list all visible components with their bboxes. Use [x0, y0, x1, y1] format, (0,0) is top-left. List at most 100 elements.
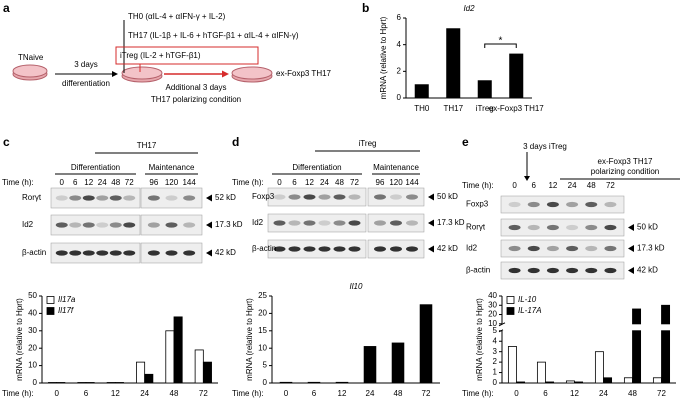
bar [77, 382, 87, 384]
band [96, 195, 109, 201]
band [147, 250, 160, 256]
membrane [500, 239, 625, 258]
band [348, 246, 361, 252]
band [109, 222, 122, 228]
x-tick-label: TH0 [414, 104, 430, 113]
lane-label: 120 [165, 178, 179, 187]
band [406, 194, 418, 200]
y-tick-label: 10 [28, 361, 37, 370]
size-marker [628, 245, 634, 252]
panel-label: b [362, 1, 369, 15]
band [183, 195, 196, 201]
membrane [500, 195, 625, 214]
legend-label: Il17a [58, 295, 76, 304]
bar [603, 377, 613, 384]
membrane [267, 213, 367, 233]
bar [509, 53, 524, 99]
bar [194, 349, 204, 384]
y-tick-label: 30 [28, 326, 37, 335]
y-tick-label: 20 [488, 310, 497, 319]
y-axis-label: mRNA (relative to Hprt) [379, 16, 388, 99]
bar [594, 351, 604, 384]
band [566, 224, 579, 231]
significance-label: * [499, 36, 503, 47]
break-gap [503, 324, 677, 331]
band [147, 195, 160, 201]
size-marker [428, 219, 434, 227]
row-label: β-actin [22, 248, 46, 257]
bar [165, 330, 175, 384]
x-tick-label: 48 [170, 389, 179, 398]
arrow-head [524, 176, 530, 181]
condition: TH0 (αIL-4 + αIFN-γ + IL-2) [128, 12, 226, 21]
y-tick-label: 0 [493, 378, 498, 387]
band [508, 201, 521, 208]
band [82, 250, 95, 256]
band [390, 220, 402, 226]
lane-label: 96 [149, 178, 158, 187]
x-axis-label: Time (h): [2, 389, 34, 398]
band [604, 201, 617, 208]
size-label: 50 kD [437, 192, 458, 201]
band [69, 250, 82, 256]
lane-label: 96 [376, 178, 385, 187]
time-label: Time (h): [232, 178, 264, 187]
bar [48, 382, 58, 384]
y-axis-label: mRNA (relative to Hprt) [475, 298, 484, 381]
row-label: Rorγt [22, 193, 42, 202]
band [604, 245, 617, 252]
y-tick-label: 30 [488, 300, 497, 309]
phase-label: ex-Foxp3 TH17 [598, 157, 654, 166]
lane-label: 12 [548, 181, 557, 190]
band [508, 224, 521, 231]
band [508, 267, 521, 274]
panel-label: d [232, 135, 239, 149]
band [123, 222, 136, 228]
bar [202, 361, 212, 384]
row-label: β-actin [466, 266, 490, 275]
x-tick-label: 6 [312, 389, 317, 398]
condition: iTreg (IL-2 + hTGF-β1) [120, 51, 201, 60]
bar [136, 361, 146, 384]
y-tick-label: 4 [397, 40, 402, 49]
legend-label: IL-17A [518, 306, 542, 315]
band [348, 220, 361, 226]
band [390, 194, 402, 200]
legend-swatch [506, 296, 515, 304]
band [318, 194, 331, 200]
bar [114, 382, 124, 384]
bar [507, 346, 517, 384]
band [303, 194, 316, 200]
band [546, 245, 559, 252]
lane-label: 6 [532, 181, 537, 190]
bar [477, 80, 492, 99]
band [273, 220, 286, 226]
band [183, 222, 196, 228]
y-tick-label: 4 [493, 336, 498, 345]
lane-label: 48 [335, 178, 344, 187]
bar [307, 381, 321, 384]
band [273, 194, 286, 200]
x-tick-label: 6 [543, 389, 548, 398]
membrane [267, 239, 367, 259]
size-marker [428, 193, 434, 201]
bar [632, 308, 642, 384]
band [585, 267, 598, 274]
highlight-box [115, 46, 259, 65]
lane-label: 6 [292, 178, 297, 187]
bar [335, 381, 349, 384]
band [508, 245, 521, 252]
band [406, 220, 418, 226]
x-tick-label: 12 [111, 389, 120, 398]
bar [85, 382, 95, 384]
x-tick-label: ex-Foxp3 TH17 [489, 104, 545, 113]
size-marker [628, 224, 634, 231]
size-marker [628, 267, 634, 274]
band [55, 222, 68, 228]
step-label: Additional 3 days [166, 83, 227, 92]
phase-label: Differentiation [292, 163, 341, 172]
band [123, 250, 136, 256]
band [318, 220, 331, 226]
band [566, 267, 579, 274]
x-tick-label: 6 [84, 389, 89, 398]
